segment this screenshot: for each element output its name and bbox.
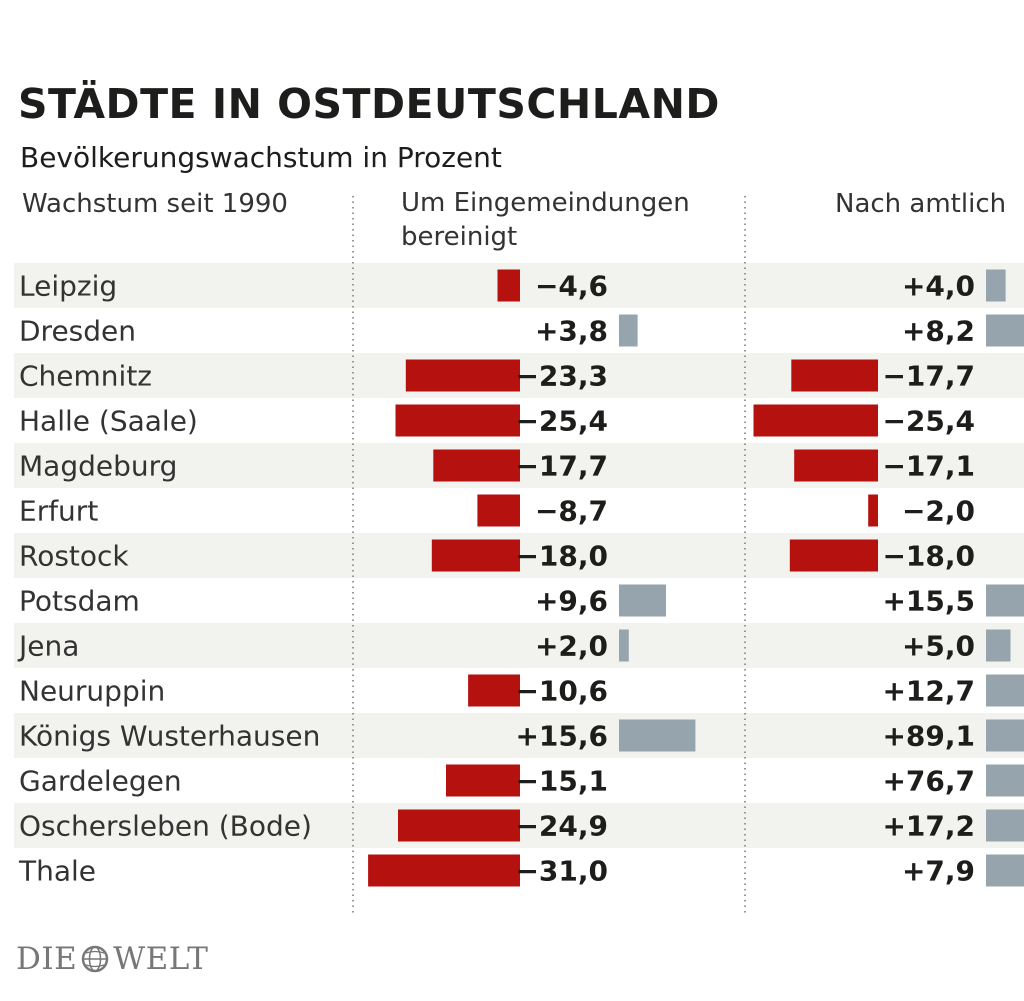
city-label: Thale (18, 855, 96, 888)
row-stripe (14, 713, 1024, 758)
table-row: Magdeburg −17,7 −17,1 (19, 449, 975, 483)
bar-chart: Leipzig −4,6 +4,0 Dresden +3,8 +8,2 Chemnitz −2… (14, 196, 1024, 915)
value-label-series-2: +89,1 (882, 720, 975, 753)
value-label-series-1: −18,0 (515, 540, 608, 573)
value-label-series-2: +4,0 (902, 270, 975, 303)
table-row: Rostock −18,0 −18,0 (19, 539, 975, 573)
bar-series-1 (395, 404, 520, 437)
bar-series-2 (986, 629, 1011, 662)
bar-series-2 (986, 674, 1024, 707)
city-label: Erfurt (19, 495, 98, 528)
table-row: Neuruppin −10,6 +12,7 (19, 674, 1024, 708)
value-label-series-2: +12,7 (882, 675, 975, 708)
bar-series-2 (986, 314, 1024, 347)
table-row: Königs Wusterhausen +15,6 +89,1 (19, 719, 1024, 753)
city-label: Rostock (19, 540, 129, 573)
brand-text-right: WELT (113, 941, 209, 977)
value-label-series-1: −25,4 (515, 405, 608, 438)
city-label: Dresden (19, 315, 136, 348)
bar-series-2 (868, 494, 878, 527)
column-header-official: Nach amtlich (835, 189, 1007, 219)
table-row: Potsdam +9,6 +15,5 (19, 584, 1024, 618)
value-label-series-2: +76,7 (882, 765, 975, 798)
table-row: Thale −31,0 +7,9 (18, 854, 1024, 888)
row-stripe (14, 623, 1024, 668)
value-label-series-2: −18,0 (882, 540, 975, 573)
table-row: Gardelegen −15,1 +76,7 (19, 764, 1024, 798)
city-label: Neuruppin (19, 675, 165, 708)
column-header-adjusted: Um Eingemeindungen bereinigt (401, 188, 690, 252)
chart-title: STÄDTE IN OSTDEUTSCHLAND (18, 80, 720, 128)
city-label: Leipzig (19, 270, 117, 303)
table-row: Oschersleben (Bode) −24,9 +17,2 (19, 809, 1024, 843)
table-row: Dresden +3,8 +8,2 (19, 314, 1024, 348)
bar-series-2 (791, 359, 878, 392)
bar-series-2 (986, 719, 1024, 752)
bar-series-1 (431, 539, 520, 572)
bar-series-2 (753, 404, 878, 437)
bar-series-1 (468, 674, 520, 707)
bar-series-2 (986, 269, 1006, 302)
value-label-series-2: −17,1 (882, 450, 975, 483)
value-label-series-2: +8,2 (902, 315, 975, 348)
value-label-series-2: −2,0 (902, 495, 975, 528)
bar-series-2 (986, 764, 1024, 797)
city-label: Magdeburg (19, 450, 177, 483)
city-label: Königs Wusterhausen (19, 720, 320, 753)
value-label-series-1: −23,3 (515, 360, 608, 393)
table-row: Jena +2,0 +5,0 (17, 629, 1011, 663)
city-label: Gardelegen (19, 765, 182, 798)
value-label-series-1: −10,6 (515, 675, 608, 708)
value-label-series-2: +7,9 (902, 855, 975, 888)
city-label: Potsdam (19, 585, 140, 618)
bar-series-2 (986, 854, 1024, 887)
bar-series-1 (619, 314, 638, 347)
column-header-cities: Wachstum seit 1990 (22, 189, 288, 219)
city-label: Chemnitz (19, 360, 152, 393)
bar-series-1 (619, 719, 696, 752)
bar-series-1 (398, 809, 520, 842)
bar-series-1 (497, 269, 520, 302)
city-label: Jena (17, 630, 79, 663)
bar-series-1 (446, 764, 520, 797)
value-label-series-1: −4,6 (535, 270, 608, 303)
brand-logo: DIE WELT (16, 941, 208, 977)
value-label-series-2: +5,0 (902, 630, 975, 663)
table-row: Leipzig −4,6 +4,0 (19, 269, 1006, 303)
city-label: Oschersleben (Bode) (19, 810, 312, 843)
value-label-series-1: +3,8 (535, 315, 608, 348)
chart-rows: Leipzig −4,6 +4,0 Dresden +3,8 +8,2 Chemnitz −2… (17, 269, 1024, 888)
bar-series-1 (368, 854, 520, 887)
bar-series-2 (986, 809, 1024, 842)
value-label-series-2: +15,5 (882, 585, 975, 618)
globe-icon (81, 945, 109, 973)
bar-series-2 (789, 539, 878, 572)
table-row: Chemnitz −23,3 −17,7 (19, 359, 975, 393)
value-label-series-2: +17,2 (882, 810, 975, 843)
brand-text-left: DIE (16, 941, 78, 977)
bar-series-1 (619, 584, 666, 617)
value-label-series-1: +9,6 (535, 585, 608, 618)
value-label-series-1: −31,0 (515, 855, 608, 888)
table-row: Halle (Saale) −25,4 −25,4 (19, 404, 975, 438)
bar-series-1 (477, 494, 520, 527)
value-label-series-1: +2,0 (535, 630, 608, 663)
chart-subtitle: Bevölkerungswachstum in Prozent (20, 141, 502, 174)
table-row: Erfurt −8,7 −2,0 (19, 494, 975, 528)
value-label-series-1: −24,9 (515, 810, 608, 843)
value-label-series-1: −15,1 (515, 765, 608, 798)
city-label: Halle (Saale) (19, 405, 198, 438)
bar-series-1 (405, 359, 520, 392)
value-label-series-2: −25,4 (882, 405, 975, 438)
value-label-series-1: −8,7 (535, 495, 608, 528)
value-label-series-2: −17,7 (882, 360, 975, 393)
value-label-series-1: +15,6 (515, 720, 608, 753)
value-label-series-1: −17,7 (515, 450, 608, 483)
bar-series-2 (794, 449, 878, 482)
bar-series-2 (986, 584, 1024, 617)
bar-series-1 (619, 629, 629, 662)
bar-series-1 (433, 449, 520, 482)
